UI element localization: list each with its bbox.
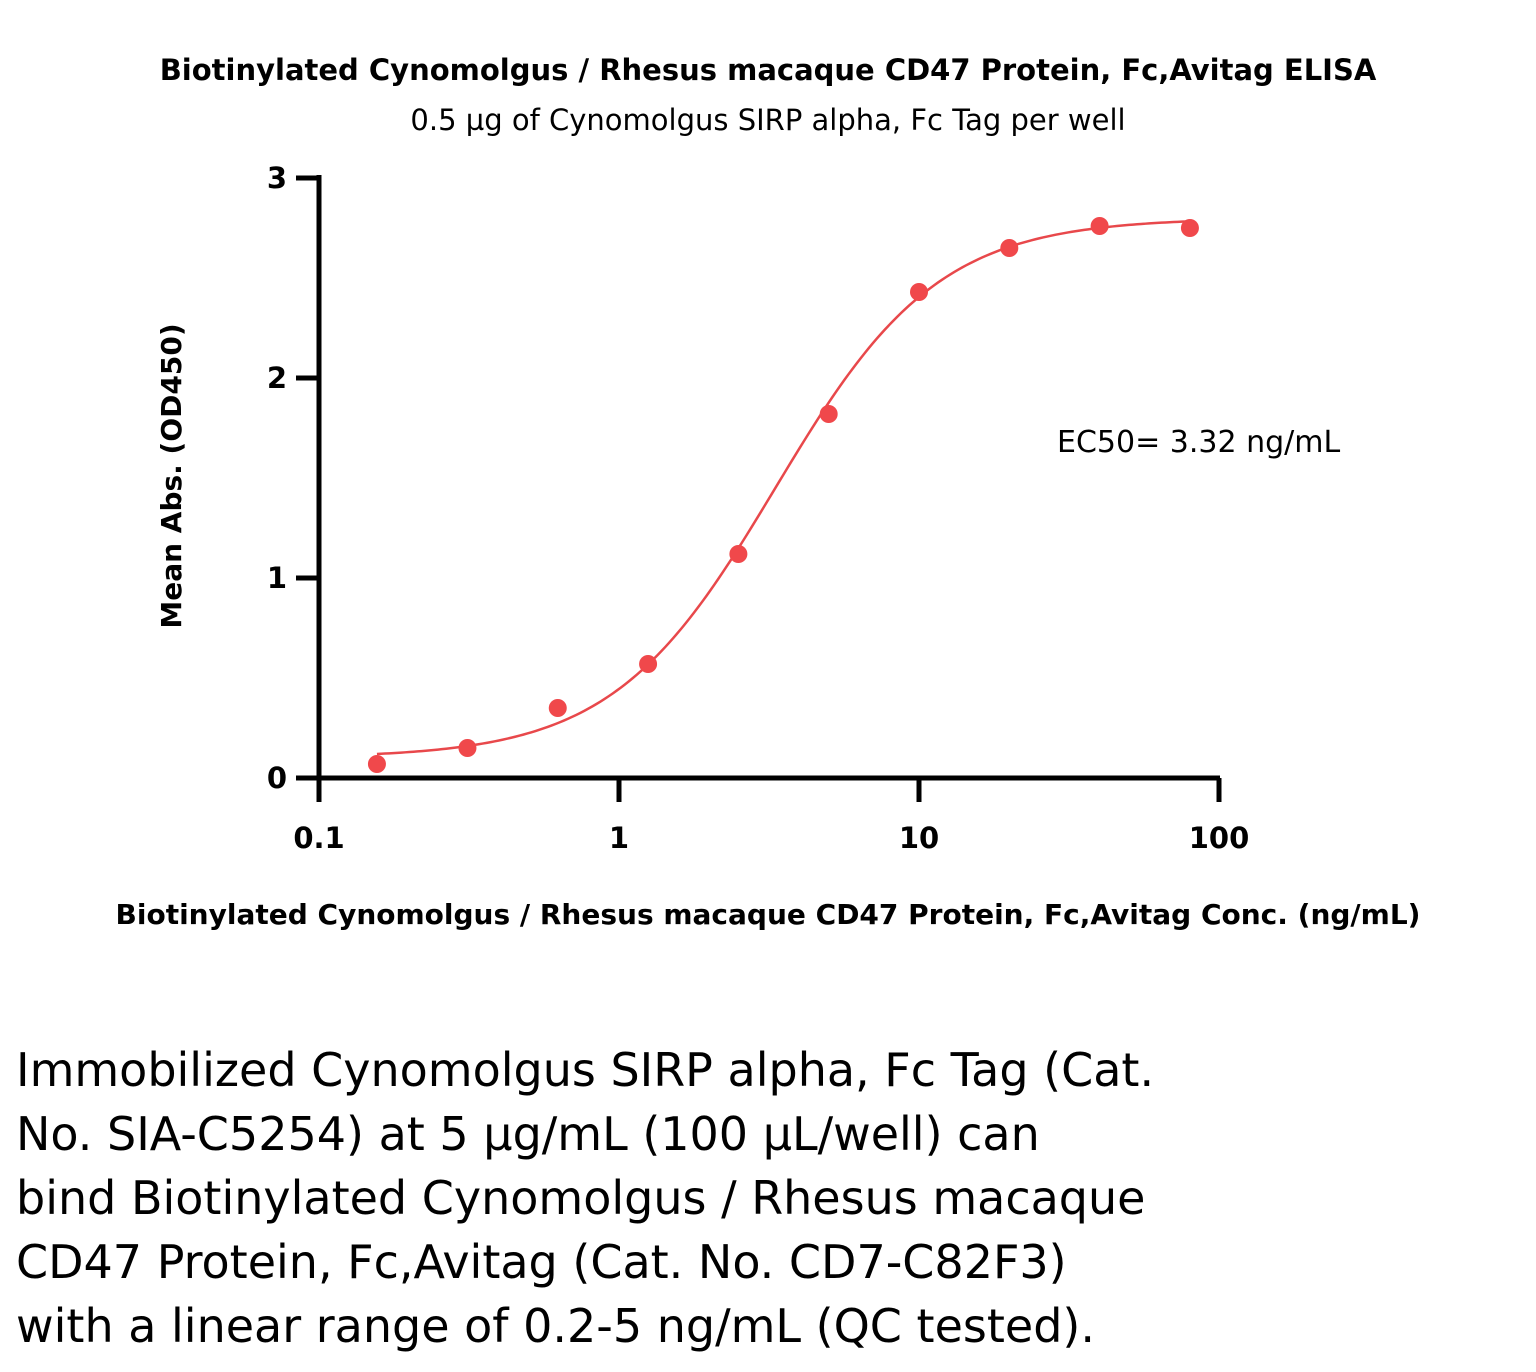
y-ticks: 0 1 2 3 (267, 161, 319, 795)
caption-line-1: Immobilized Cynomolgus SIRP alpha, Fc Ta… (16, 1043, 1155, 1097)
chart-subtitle: 0.5 µg of Cynomolgus SIRP alpha, Fc Tag … (410, 103, 1125, 137)
caption: Immobilized Cynomolgus SIRP alpha, Fc Ta… (16, 1038, 1516, 1358)
data-point (458, 739, 477, 757)
data-point (548, 699, 567, 717)
y-tick-label: 2 (267, 361, 287, 395)
caption-line-3: bind Biotinylated Cynomolgus / Rhesus ma… (16, 1171, 1146, 1225)
data-points (367, 217, 1199, 773)
x-tick-label: 100 (1189, 821, 1250, 855)
x-ticks: 0.1 1 10 100 (293, 778, 1249, 855)
x-tick-label: 0.1 (293, 821, 344, 855)
x-tick-label: 10 (899, 821, 939, 855)
data-point (1090, 217, 1109, 235)
data-point (729, 545, 748, 563)
data-point (1000, 239, 1019, 257)
x-tick-label: 1 (609, 821, 629, 855)
caption-line-5: with a linear range of 0.2-5 ng/mL (QC t… (16, 1299, 1095, 1353)
fit-curve (376, 220, 1190, 756)
x-axis-label: Biotinylated Cynomolgus / Rhesus macaque… (116, 898, 1421, 931)
axes (316, 175, 1220, 781)
data-point (367, 755, 386, 773)
data-point (1180, 219, 1199, 237)
y-axis-label: Mean Abs. (OD450) (155, 323, 188, 628)
caption-line-2: No. SIA-C5254) at 5 µg/mL (100 µL/well) … (16, 1107, 1040, 1161)
ec50-annotation: EC50= 3.32 ng/mL (1057, 425, 1340, 460)
y-tick-label: 0 (267, 761, 287, 795)
data-point (910, 283, 928, 301)
data-point (819, 405, 838, 423)
y-tick-label: 1 (267, 561, 287, 595)
data-point (639, 655, 658, 673)
elisa-chart: Biotinylated Cynomolgus / Rhesus macaque… (116, 53, 1421, 931)
chart-title: Biotinylated Cynomolgus / Rhesus macaque… (160, 53, 1377, 87)
caption-line-4: CD47 Protein, Fc,Avitag (Cat. No. CD7-C8… (16, 1235, 1067, 1289)
y-tick-label: 3 (267, 161, 287, 195)
